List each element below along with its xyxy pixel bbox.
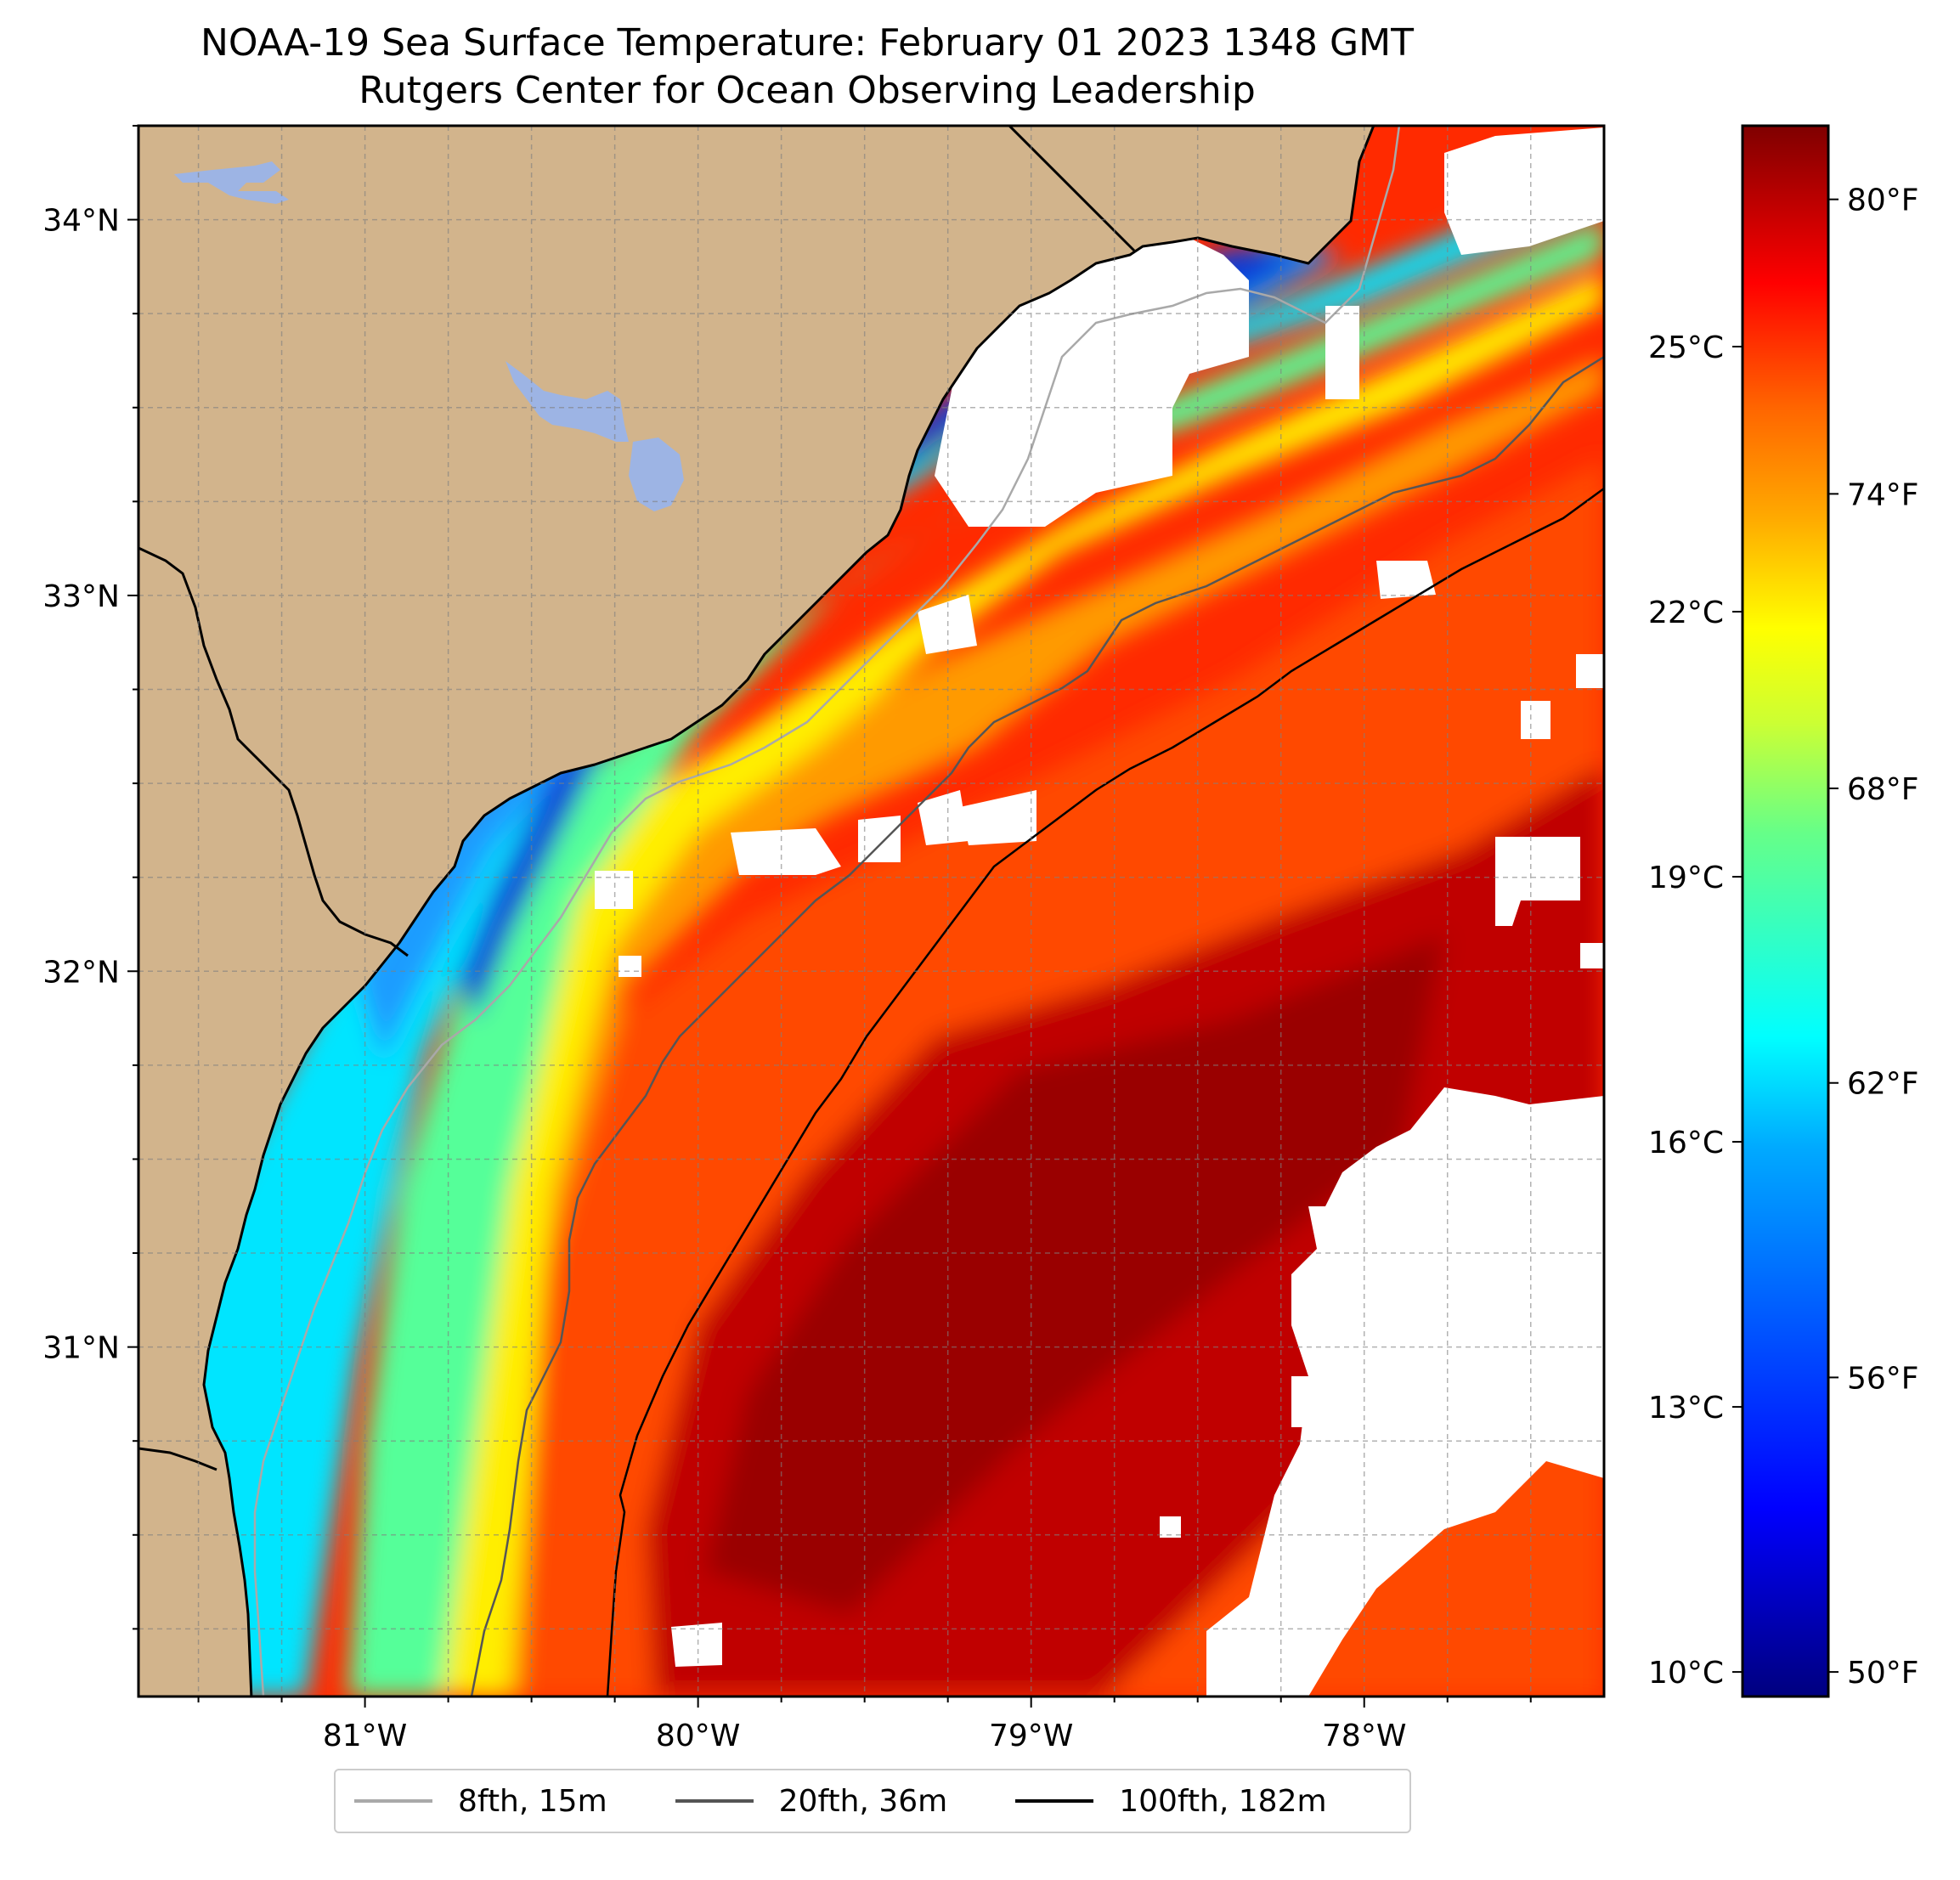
- state-border-sc-ga: [138, 546, 409, 957]
- cloud-patch: [1580, 943, 1604, 968]
- colorbar-f-tick-label: 80°F: [1847, 183, 1919, 218]
- cloud-patch: [960, 790, 1036, 845]
- cloud-patch: [595, 871, 633, 909]
- legend-item-8fth: 8fth, 15m: [354, 1784, 607, 1819]
- cloud-patch: [1576, 654, 1604, 688]
- legend-label: 100fth, 182m: [1119, 1783, 1327, 1819]
- x-tick-label: 80°W: [656, 1719, 740, 1753]
- cloud-patch: [1495, 837, 1580, 926]
- isobath-20fth: [470, 355, 1604, 1697]
- colorbar-c-tick-label: 16°C: [1648, 1126, 1724, 1160]
- map-axes: 81°W 80°W 79°W 78°W 31°N 32°N 33°N 34°N: [42, 125, 1532, 1753]
- state-borders: [138, 126, 1136, 1471]
- map-frame: [137, 124, 1606, 1698]
- y-tick-label: 31°N: [42, 1331, 120, 1366]
- lake-moultrie: [506, 361, 629, 442]
- legend-line: [675, 1799, 754, 1803]
- colorbar-f-tick-label: 68°F: [1847, 772, 1919, 807]
- cloud-patch: [1291, 1376, 1325, 1427]
- map-title: NOAA-19 Sea Surface Temperature: Februar…: [201, 21, 1414, 65]
- isobath-100fth: [606, 487, 1604, 1697]
- no-data-cloud-areas: [595, 127, 1604, 1697]
- cloud-patch: [1011, 348, 1104, 425]
- sst-band-dark-core: [705, 934, 1444, 1614]
- lakes: [174, 161, 684, 511]
- cloud-patch: [1444, 127, 1604, 255]
- x-tick-label: 78°W: [1322, 1719, 1406, 1753]
- legend-item-20fth: 20fth, 36m: [675, 1783, 948, 1819]
- lake-reservoir: [629, 438, 684, 511]
- cloud-patch: [918, 790, 969, 845]
- cloud-patch: [858, 816, 901, 862]
- land-mass: [138, 126, 1375, 1697]
- legend-label: 20fth, 36m: [778, 1783, 948, 1819]
- x-tick-label: 79°W: [989, 1719, 1073, 1753]
- cloud-patch: [1325, 306, 1359, 399]
- cloud-patch: [1521, 701, 1550, 739]
- colorbar-c-tick-label: 10°C: [1648, 1656, 1724, 1691]
- legend-item-100fth: 100fth, 182m: [1015, 1783, 1327, 1819]
- lake-marion: [174, 161, 289, 204]
- legend-line: [354, 1799, 432, 1803]
- map-subtitle: Rutgers Center for Ocean Observing Leade…: [359, 69, 1256, 112]
- cloud-patch: [1206, 1087, 1604, 1697]
- map-area: [138, 126, 1604, 1697]
- colorbar-c-tick-label: 25°C: [1648, 330, 1724, 365]
- cloud-patch: [1308, 1206, 1393, 1274]
- state-border-nc-sc: [1007, 126, 1136, 252]
- sst-band-yellow: [425, 272, 1604, 1697]
- isobath-legend: 8fth, 15m 20fth, 36m 100fth, 182m: [334, 1769, 1411, 1833]
- colorbar-f-tick-label: 56°F: [1847, 1361, 1919, 1396]
- legend-line: [1015, 1799, 1094, 1803]
- colorbar: [1741, 124, 1830, 1698]
- colorbar-c-tick-label: 22°C: [1648, 596, 1724, 630]
- isobaths: [253, 126, 1604, 1697]
- y-tick-label: 33°N: [42, 579, 120, 614]
- x-tick-label: 81°W: [323, 1719, 407, 1753]
- isobath-8fth: [253, 126, 1401, 1697]
- graticule: [138, 125, 1604, 1697]
- colorbar-f-tick-label: 50°F: [1847, 1656, 1919, 1691]
- state-border-ga-fl: [138, 1447, 217, 1471]
- cloud-patch: [619, 956, 641, 977]
- colorbar-c-tick-label: 19°C: [1648, 861, 1724, 895]
- y-tick-label: 32°N: [42, 955, 120, 990]
- colorbar-c-tick-label: 13°C: [1648, 1391, 1724, 1426]
- cloud-patch: [1160, 1516, 1181, 1538]
- cloud-patch: [731, 828, 841, 875]
- colorbar-f-tick-label: 74°F: [1847, 477, 1919, 512]
- legend-label: 8fth, 15m: [458, 1783, 607, 1819]
- y-tick-label: 34°N: [42, 204, 120, 239]
- cloud-patch: [671, 1623, 722, 1667]
- cloud-patch: [1376, 561, 1436, 599]
- colorbar-f-tick-label: 62°F: [1847, 1067, 1919, 1102]
- colorbar-axes: 50°F 56°F 62°F 68°F 74°F 80°F 10°C 13°C 16°C 19°C…: [1648, 183, 1918, 1691]
